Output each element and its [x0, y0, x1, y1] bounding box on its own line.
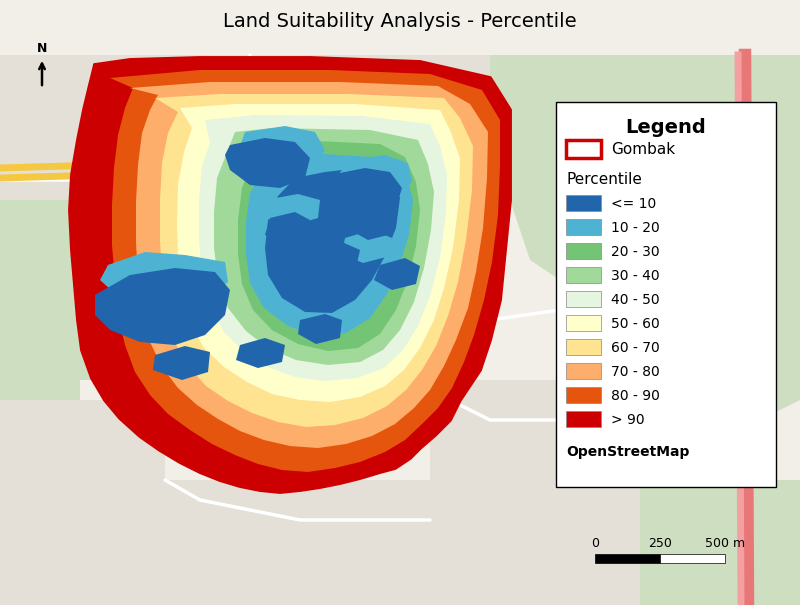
Polygon shape [490, 55, 800, 420]
Polygon shape [236, 338, 285, 368]
Bar [660, 554, 725, 563]
Bar [566, 267, 601, 283]
Polygon shape [265, 212, 310, 244]
Text: 500 m: 500 m [705, 537, 745, 550]
Polygon shape [95, 268, 230, 345]
Polygon shape [250, 55, 490, 180]
Polygon shape [322, 168, 402, 218]
Polygon shape [238, 140, 420, 351]
Text: <= 10: <= 10 [611, 197, 656, 211]
Polygon shape [298, 314, 342, 344]
Polygon shape [70, 58, 510, 492]
Polygon shape [0, 200, 80, 500]
Bar [566, 315, 601, 331]
Bar [566, 291, 601, 307]
Polygon shape [350, 208, 395, 240]
Polygon shape [263, 194, 320, 225]
Polygon shape [130, 82, 488, 448]
Polygon shape [100, 252, 228, 305]
Text: Legend: Legend [626, 118, 706, 137]
Bar [566, 387, 601, 403]
Bar [566, 363, 601, 379]
Text: Percentile: Percentile [566, 172, 642, 188]
Polygon shape [153, 346, 210, 380]
Text: 0: 0 [591, 537, 599, 550]
Text: 80 - 90: 80 - 90 [611, 388, 660, 402]
Polygon shape [177, 104, 460, 402]
Bar [566, 411, 601, 427]
Text: 250: 250 [648, 537, 672, 550]
Polygon shape [374, 258, 420, 290]
Polygon shape [560, 250, 760, 420]
Text: OpenStreetMap: OpenStreetMap [566, 445, 690, 459]
Text: 10 - 20: 10 - 20 [611, 220, 660, 235]
Bar [556, 102, 776, 487]
Text: 50 - 60: 50 - 60 [611, 316, 660, 330]
Text: 40 - 50: 40 - 50 [611, 292, 660, 307]
Text: 70 - 80: 70 - 80 [611, 364, 660, 379]
Polygon shape [310, 242, 360, 275]
Bar [566, 243, 601, 259]
Polygon shape [0, 55, 250, 200]
Bar [566, 195, 601, 211]
Text: Land Suitability Analysis - Percentile: Land Suitability Analysis - Percentile [223, 12, 577, 31]
Bar [566, 219, 601, 235]
Polygon shape [246, 154, 413, 336]
Bar [566, 339, 601, 355]
Text: N: N [37, 42, 47, 55]
Polygon shape [640, 480, 800, 605]
Text: 20 - 30: 20 - 30 [611, 244, 660, 258]
Polygon shape [342, 230, 392, 263]
Polygon shape [265, 168, 400, 313]
Polygon shape [430, 380, 640, 605]
Text: Gombak: Gombak [611, 142, 675, 157]
Polygon shape [199, 115, 447, 381]
Text: 60 - 70: 60 - 70 [611, 341, 660, 355]
Bar [595, 554, 660, 563]
Polygon shape [214, 128, 434, 365]
Polygon shape [165, 480, 430, 605]
Polygon shape [225, 138, 310, 188]
Text: > 90: > 90 [611, 413, 645, 427]
Bar [566, 140, 601, 158]
Polygon shape [338, 155, 412, 202]
Polygon shape [155, 94, 473, 427]
Polygon shape [110, 70, 500, 472]
Text: 30 - 40: 30 - 40 [611, 269, 660, 283]
Polygon shape [60, 280, 160, 380]
Polygon shape [238, 126, 325, 175]
Polygon shape [0, 400, 165, 605]
